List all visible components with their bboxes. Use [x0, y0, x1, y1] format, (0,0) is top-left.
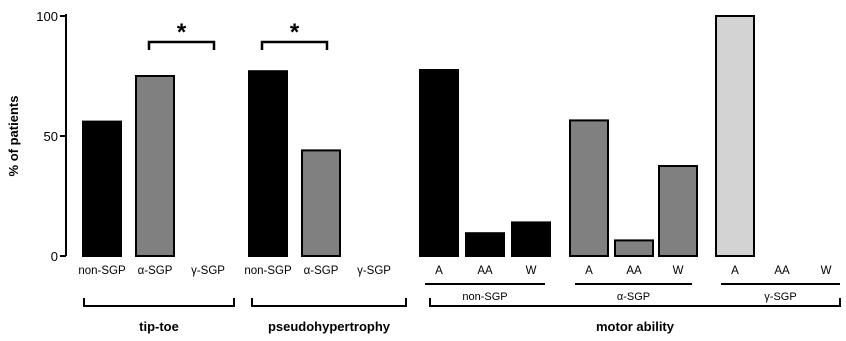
significance-bracket [147, 40, 216, 50]
x-category-label: W [673, 265, 684, 277]
x-category-label: A [731, 265, 739, 277]
group-bracket [251, 298, 407, 307]
group-label: tip-toe [139, 319, 179, 334]
bar-motor-non-SGP-A [419, 69, 459, 257]
x-category-label: W [821, 265, 832, 277]
brackets-layer: * * [83, 19, 841, 307]
x-category-label: W [526, 265, 537, 277]
subgroup-label: non-SGP [462, 291, 507, 303]
bar-motor-non-SGP-AA [465, 232, 505, 257]
bars-layer [82, 15, 755, 258]
x-category-label: AA [626, 265, 642, 277]
subgroup-label: α-SGP [617, 291, 650, 303]
bar-motor-γ-SGP-A [715, 15, 755, 257]
group-bracket [83, 298, 235, 307]
y-axis-label: % of patients [6, 96, 21, 177]
x-category-label: AA [477, 265, 493, 277]
group-label: motor ability [596, 319, 675, 334]
bar-tip-toe-α-SGP [135, 75, 175, 257]
bar-motor-non-SGP-W [511, 221, 551, 257]
x-category-label: AA [774, 265, 790, 277]
x-category-label: γ-SGP [191, 265, 225, 277]
y-tick-label: 100 [36, 9, 58, 24]
significance-bracket [260, 40, 329, 50]
bar-motor-α-SGP-A [569, 119, 609, 258]
axis-layer: 0 50 100 [36, 9, 67, 264]
significance-star: * [177, 19, 187, 46]
bar-pseudohypertrophy-α-SGP [301, 149, 341, 257]
x-category-label: α-SGP [304, 265, 339, 277]
x-category-label: A [435, 265, 443, 277]
y-tick-label: 0 [51, 249, 58, 264]
x-category-label: non-SGP [78, 265, 126, 277]
group-label: pseudohypertrophy [268, 319, 391, 334]
bar-motor-α-SGP-AA [614, 239, 654, 257]
significance-star: * [290, 19, 300, 46]
labels-layer: non-SGP α-SGP γ-SGP tip-toe non-SGP α-SGP γ-SG… [78, 265, 831, 334]
bar-pseudohypertrophy-non-SGP [248, 70, 288, 257]
x-category-label: α-SGP [138, 265, 173, 277]
x-category-label: A [585, 265, 593, 277]
bar-motor-α-SGP-W [658, 165, 698, 257]
x-category-label: non-SGP [244, 265, 292, 277]
group-bracket [429, 298, 841, 307]
bar-tip-toe-non-SGP [82, 120, 122, 257]
x-category-label: γ-SGP [357, 265, 391, 277]
subgroup-label: γ-SGP [764, 291, 796, 303]
y-tick-label: 50 [44, 129, 58, 144]
